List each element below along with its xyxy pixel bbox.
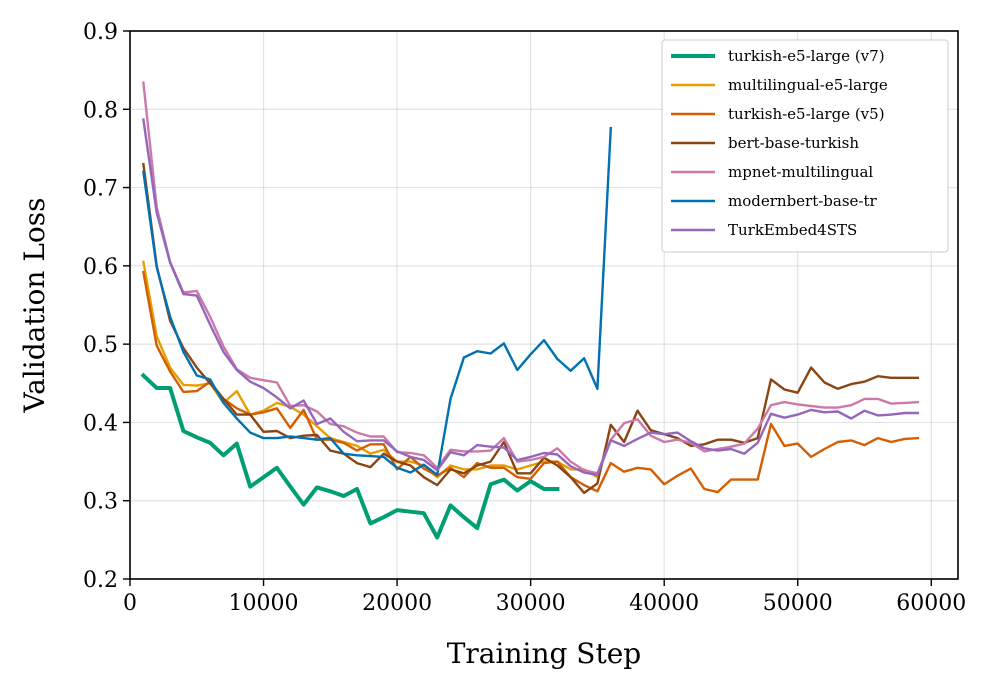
y-axis-ticks: 0.2 0.3 0.4 0.5 0.6 0.7 0.8 0.9 — [83, 20, 130, 593]
legend-label-modernbert-base-tr: modernbert-base-tr — [728, 192, 878, 210]
x-tick-label: 60000 — [896, 591, 966, 616]
y-tick-label: 0.8 — [83, 98, 118, 123]
x-tick-label: 0 — [123, 591, 137, 616]
x-tick-label: 30000 — [496, 591, 566, 616]
legend-label-turkembed4sts: TurkEmbed4STS — [728, 221, 857, 239]
legend-label-turkish-e5-large-v7: turkish-e5-large (v7) — [728, 47, 885, 65]
y-tick-label: 0.2 — [83, 568, 118, 593]
x-tick-label: 50000 — [763, 591, 833, 616]
series-line-turkembed4sts — [142, 118, 920, 477]
x-axis-ticks: 0 10000 20000 30000 40000 50000 60000 — [123, 579, 966, 616]
legend-label-mpnet-multilingual: mpnet-multilingual — [728, 163, 873, 181]
y-tick-label: 0.6 — [83, 255, 118, 280]
legend: turkish-e5-large (v7) multilingual-e5-lar… — [661, 39, 949, 253]
series-line-turkish-e5-large-v7 — [140, 372, 560, 540]
series-line-mpnet-multilingual — [142, 81, 920, 475]
legend-label-multilingual-e5-large: multilingual-e5-large — [728, 76, 888, 94]
y-tick-label: 0.4 — [83, 411, 118, 436]
series-line-bert-base-turkish — [142, 162, 920, 495]
series-line-modernbert-base-tr — [142, 126, 613, 477]
x-tick-label: 40000 — [629, 591, 699, 616]
y-axis-title: Validation Loss — [18, 197, 51, 413]
y-tick-label: 0.7 — [83, 177, 118, 202]
series-line-turkish-e5-large-v5 — [142, 270, 920, 494]
y-tick-label: 0.3 — [83, 490, 118, 515]
series-lines — [140, 81, 920, 540]
legend-box — [661, 39, 949, 253]
x-axis-title: Training Step — [447, 637, 641, 670]
y-tick-label: 0.5 — [83, 333, 118, 358]
x-tick-label: 20000 — [362, 591, 432, 616]
legend-label-turkish-e5-large-v5: turkish-e5-large (v5) — [728, 105, 885, 123]
y-tick-label: 0.9 — [83, 20, 118, 45]
x-tick-label: 10000 — [229, 591, 299, 616]
plot-frame — [129, 30, 959, 580]
legend-label-bert-base-turkish: bert-base-turkish — [728, 134, 859, 152]
